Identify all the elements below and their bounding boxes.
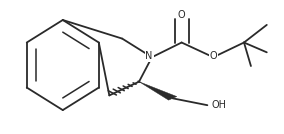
Text: O: O (178, 10, 185, 20)
Text: OH: OH (211, 100, 226, 110)
Text: N: N (145, 51, 153, 61)
Polygon shape (139, 82, 177, 100)
Text: O: O (210, 51, 217, 61)
